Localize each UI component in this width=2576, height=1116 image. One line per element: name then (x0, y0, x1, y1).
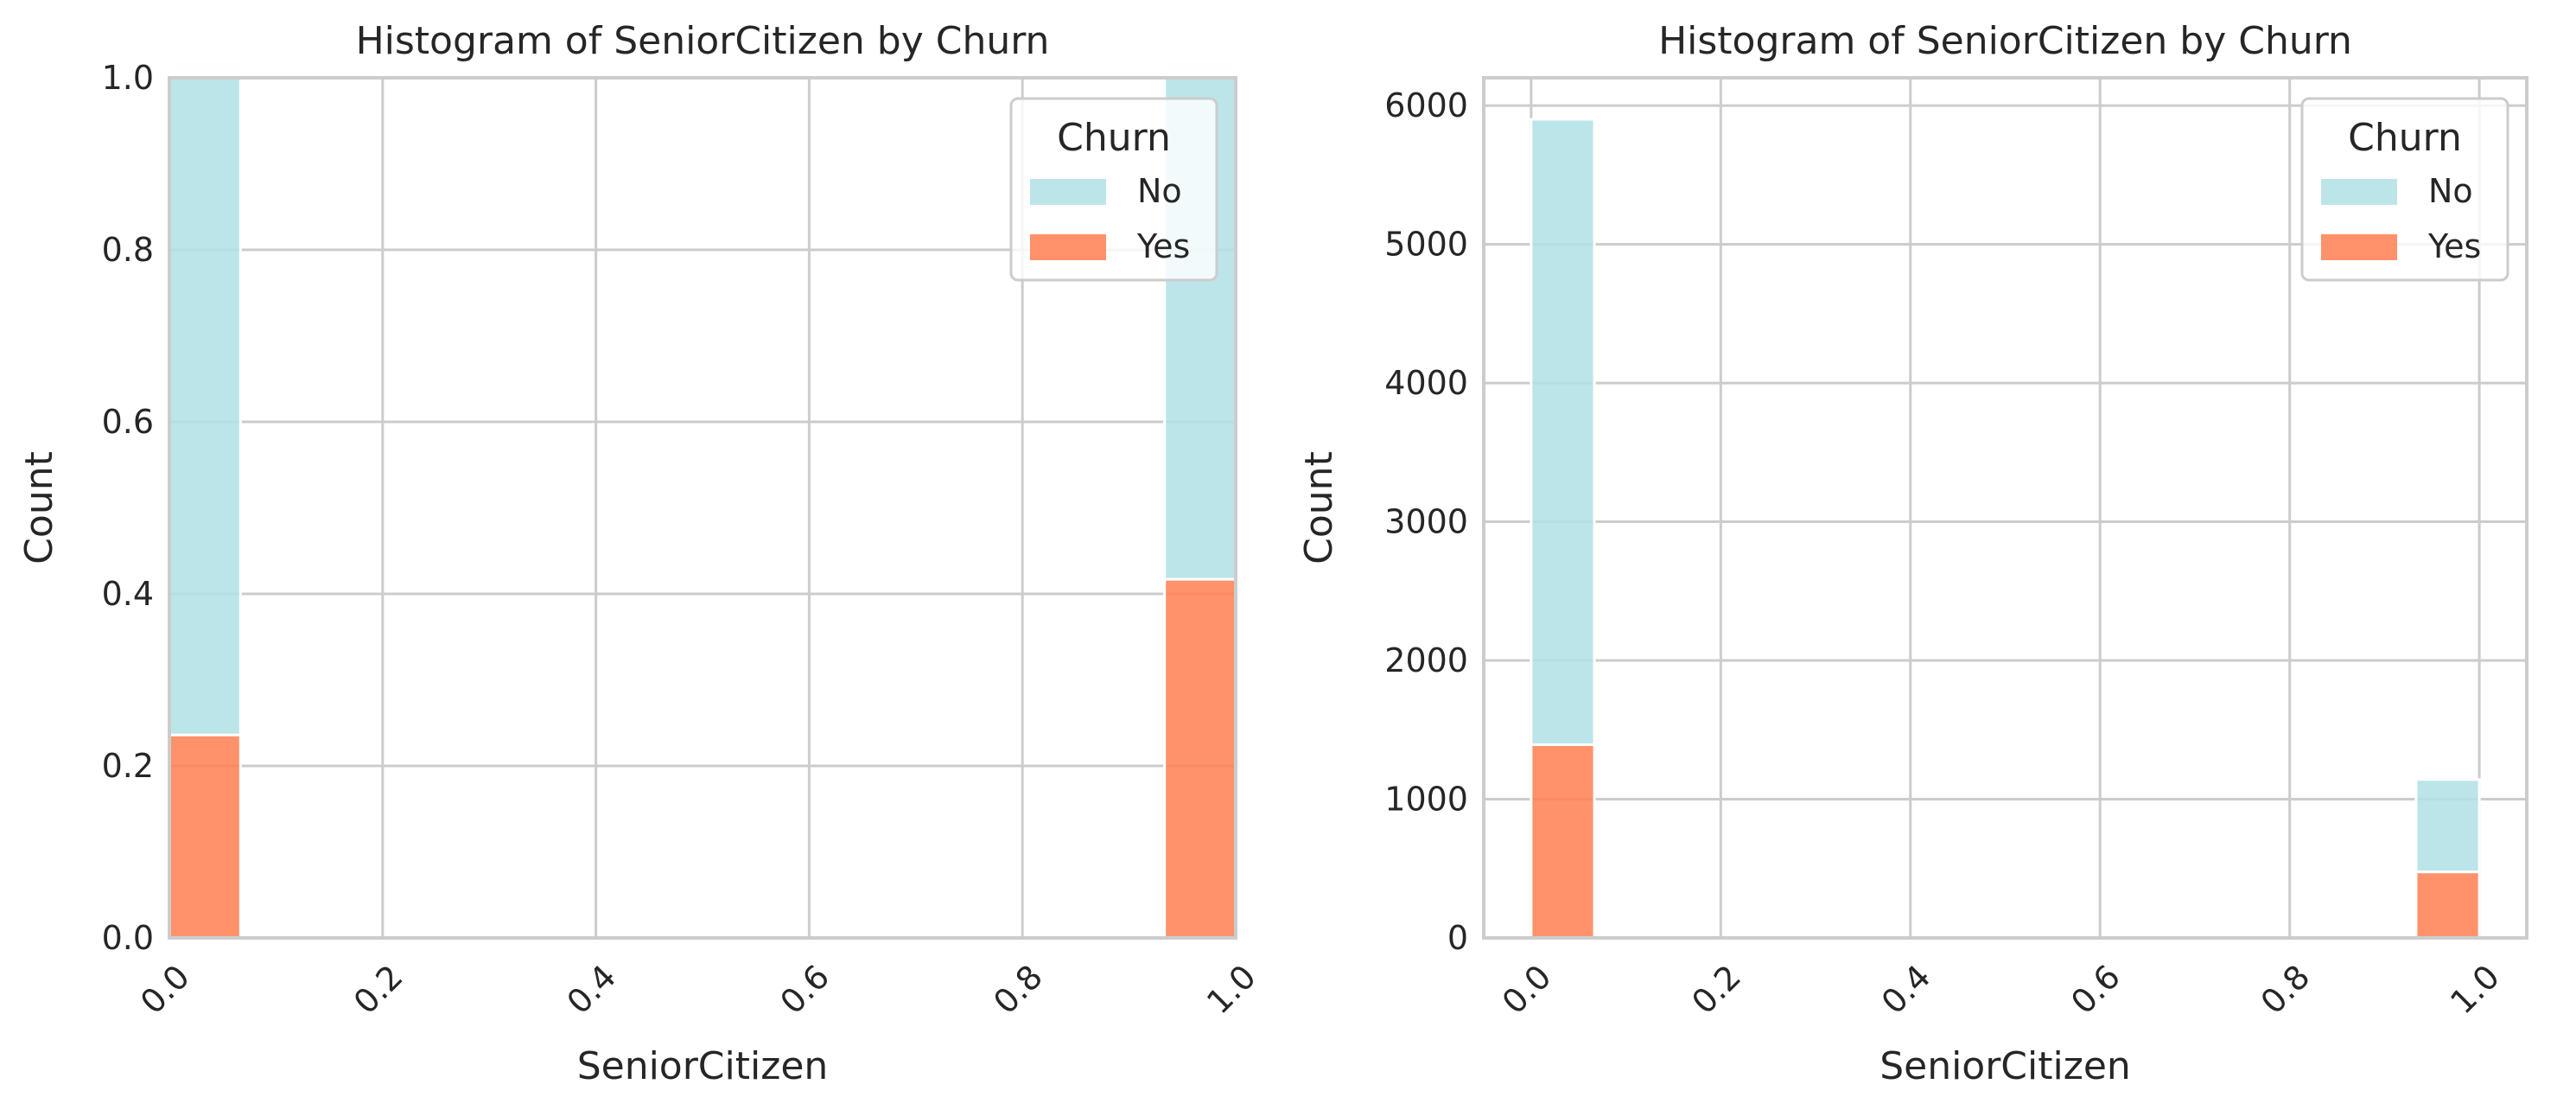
x-tick-label: 0.0 (1495, 958, 1559, 1022)
x-tick-label: 0.6 (773, 958, 836, 1022)
y-tick-label: 0 (1447, 919, 1468, 957)
y-axis-label: Count (1297, 451, 1341, 564)
plot-frame (1482, 76, 2528, 940)
legend-swatch-no (1030, 179, 1106, 205)
y-tick-label: 1.0 (102, 59, 154, 97)
y-tick-label: 0.4 (102, 575, 154, 613)
x-tick-label: 0.8 (2254, 958, 2318, 1022)
chart-right: 0 1000 2000 3000 4000 5000 6000 0.0 0.2 0.4 0.6 0.8… (1297, 19, 2528, 1088)
x-tick-label: 0.4 (1874, 958, 1938, 1022)
bar-no (168, 76, 242, 737)
bar-yes (1163, 577, 1237, 940)
chart-title: Histogram of SeniorCitizen by Churn (356, 19, 1050, 63)
y-tick-label: 0.0 (102, 919, 154, 957)
y-tick-label: 0.8 (102, 231, 154, 269)
y-tick-label: 4000 (1384, 364, 1468, 402)
legend-title: Churn (1057, 116, 1171, 160)
chart-title: Histogram of SeniorCitizen by Churn (1658, 19, 2352, 63)
x-tick-label: 1.0 (1199, 958, 1263, 1022)
bar-yes (2414, 870, 2481, 940)
y-tick-label: 0.6 (102, 403, 154, 441)
y-axis-label: Count (17, 451, 61, 564)
x-axis-label: SeniorCitizen (1880, 1044, 2131, 1088)
legend-label-no: No (1137, 172, 1182, 210)
bar-yes (1530, 743, 1596, 940)
x-tick-label: 0.6 (2064, 958, 2128, 1022)
legend-label-yes: Yes (1136, 227, 1190, 265)
bar-yes (168, 733, 242, 940)
y-tick-label: 2000 (1384, 641, 1468, 679)
legend-swatch-no (2321, 179, 2397, 205)
plot-frame (168, 76, 1237, 940)
y-tick-label: 6000 (1384, 86, 1468, 124)
x-tick-label: 0.4 (560, 958, 624, 1022)
chart-left: 0.0 0.2 0.4 0.6 0.8 1.0 0.0 0.2 0.4 0.6 0.8 1.0 Hist… (17, 19, 1263, 1088)
legend-swatch-yes (1030, 234, 1106, 260)
y-tick-label: 0.2 (102, 747, 154, 785)
legend: Churn No Yes (2300, 97, 2509, 282)
y-tick-label: 5000 (1384, 226, 1468, 264)
x-tick-label: 0.0 (133, 958, 197, 1022)
legend-title: Churn (2348, 116, 2462, 160)
x-axis-label: SeniorCitizen (577, 1044, 829, 1088)
x-tick-label: 0.2 (1684, 958, 1748, 1022)
legend-swatch-yes (2321, 234, 2397, 260)
x-tick-label: 1.0 (2443, 958, 2507, 1022)
bar-no (2414, 778, 2481, 874)
x-tick-label: 0.2 (347, 958, 410, 1022)
y-tick-label: 1000 (1384, 781, 1468, 819)
legend-label-no: No (2428, 172, 2473, 210)
x-tick-label: 0.8 (986, 958, 1050, 1022)
legend: Churn No Yes (1009, 97, 1218, 282)
y-tick-label: 3000 (1384, 503, 1468, 541)
legend-label-yes: Yes (2427, 227, 2481, 265)
bar-no (1530, 118, 1596, 746)
